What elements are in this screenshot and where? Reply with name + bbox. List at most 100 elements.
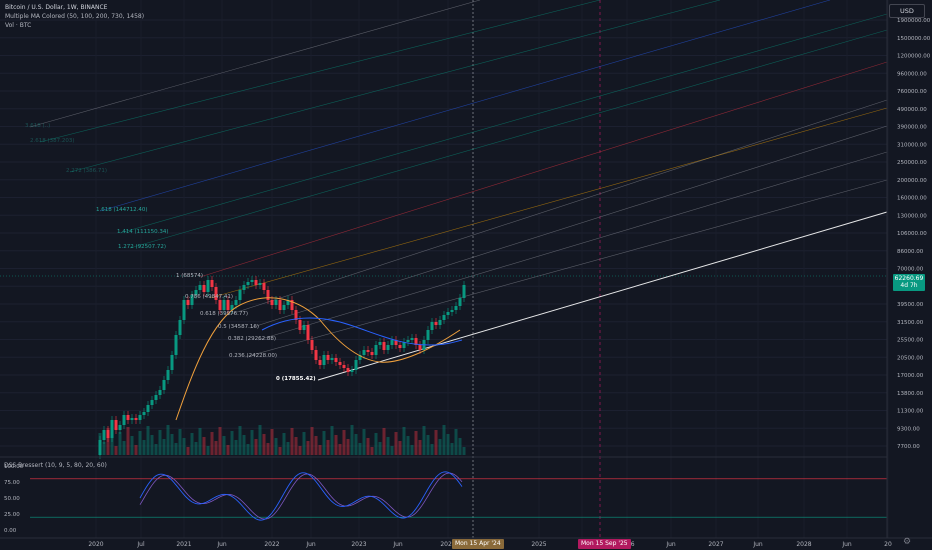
candle-body <box>438 320 442 325</box>
ma-indicator-label[interactable]: Multiple MA Colored (50, 100, 200, 730, … <box>5 13 145 20</box>
time-tick-label: 20 <box>884 541 892 548</box>
candle-body <box>226 300 230 310</box>
price-tick-label: 11300.00 <box>897 409 924 415</box>
candle-body <box>350 370 354 372</box>
candle-body <box>402 342 406 348</box>
candle-body <box>242 285 246 290</box>
volume-bar <box>250 430 254 455</box>
candle-body <box>358 355 362 360</box>
fib-fan-line <box>244 179 888 358</box>
price-tick-label: 7700.00 <box>897 444 920 450</box>
volume-bar <box>426 435 430 455</box>
fib-level-label: 0.618 (39976.77) <box>200 311 248 317</box>
price-tick-label: 1500000.00 <box>897 36 931 42</box>
candle-body <box>118 425 122 430</box>
fib-fan-line <box>129 29 888 249</box>
candle-body <box>390 340 394 345</box>
volume-bar <box>154 444 158 455</box>
volume-bar <box>342 430 346 455</box>
volume-bar <box>182 438 186 455</box>
volume-bar <box>326 440 330 455</box>
osc-tick-label: 25.00 <box>4 512 20 518</box>
candle-body <box>318 360 322 365</box>
volume-bar <box>114 446 118 455</box>
time-tick-label: Jun <box>305 541 316 548</box>
price-tick-label: 13800.00 <box>897 391 924 397</box>
candle-body <box>202 285 206 292</box>
volume-bar <box>166 425 170 455</box>
fib-level-label: 1.414 (111150.34) <box>117 229 169 235</box>
oscillator-label[interactable]: DSS Bressert (10, 9, 5, 80, 20, 60) <box>4 462 107 469</box>
fib-labels: 0 (17855.42) 0.236 (24228.00) 0.382 (29262… <box>25 123 316 382</box>
candle-body <box>414 338 418 345</box>
candle-body <box>114 420 118 430</box>
currency-button[interactable]: USD <box>889 4 925 18</box>
volume-bar <box>218 427 222 455</box>
volume-bar <box>398 441 402 455</box>
price-tick-label: 106000.00 <box>897 231 927 237</box>
volume-bar <box>378 442 382 455</box>
settings-gear-icon[interactable]: ⚙ <box>903 537 912 547</box>
candle-body <box>394 340 398 345</box>
candle-body <box>454 306 458 310</box>
fib-fan-line <box>99 0 831 212</box>
price-tick-label: 250000.00 <box>897 160 927 166</box>
price-tick-label: 20500.00 <box>897 355 924 361</box>
volume-bar <box>462 447 466 455</box>
volume-bar <box>330 426 334 455</box>
candle-body <box>102 430 106 440</box>
volume-bar <box>178 429 182 455</box>
price-tick-label: 9300.00 <box>897 426 920 432</box>
candle-body <box>306 325 310 340</box>
bar-countdown: 4d 7h <box>900 282 918 289</box>
price-tick-label: 760000.00 <box>897 89 927 95</box>
volume-bar <box>430 444 434 455</box>
last-price: 62260.69 <box>894 275 924 282</box>
marker-time-tag: Mon 15 Sep '25 <box>578 539 631 549</box>
candle-body <box>158 390 162 395</box>
candle-body <box>222 300 226 310</box>
candle-body <box>330 358 334 360</box>
candle-body <box>386 345 390 350</box>
candle-body <box>406 340 410 342</box>
volume-bar <box>102 442 106 455</box>
osc-tick-label: 100.00 <box>4 464 24 470</box>
volume-bar <box>202 437 206 455</box>
candle-body <box>294 310 298 320</box>
price-tick-label: 25500.00 <box>897 338 924 344</box>
volume-bar <box>442 425 446 455</box>
candle-body <box>450 310 454 312</box>
volume-bar <box>266 443 270 455</box>
volume-bar <box>294 437 298 455</box>
candle-body <box>106 430 110 438</box>
candle-body <box>250 280 254 282</box>
moving-averages <box>175 297 463 421</box>
candle-body <box>186 300 190 305</box>
volume-bar <box>146 426 150 455</box>
volume-bar <box>374 433 378 455</box>
fib-level-label: 0.382 (29262.88) <box>228 336 276 342</box>
volume-indicator-label[interactable]: Vol · BTC <box>5 22 32 29</box>
price-tick-label: 70000.00 <box>897 267 924 273</box>
candle-body <box>398 345 402 348</box>
fib-level-label: 1 (68574) <box>176 273 203 279</box>
volume-bars <box>98 425 466 455</box>
grid <box>0 0 889 538</box>
volume-bar <box>186 447 190 455</box>
candle-body <box>170 355 174 370</box>
volume-bar <box>206 446 210 455</box>
candle-body <box>142 412 146 415</box>
candle-body <box>338 362 342 365</box>
candle-body <box>234 300 238 305</box>
volume-bar <box>410 445 414 455</box>
volume-bar <box>242 435 246 455</box>
symbol-title[interactable]: Bitcoin / U.S. Dollar, 1W, BINANCE <box>5 4 108 11</box>
volume-bar <box>290 428 294 455</box>
fib-level-label: 0 (17855.42) <box>276 376 316 382</box>
time-axis: 2020Jul2021Jun2022Jun2023Jun20242025Jul2… <box>0 456 932 548</box>
candle-body <box>434 322 438 325</box>
candle-body <box>366 350 370 352</box>
volume-bar <box>438 439 442 455</box>
fib-level-label: 2.618 (387.203) <box>30 138 75 144</box>
